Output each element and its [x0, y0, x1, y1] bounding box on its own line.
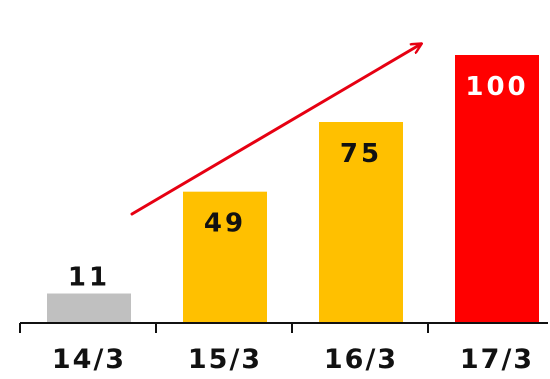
x-axis-ticks	[19, 323, 429, 333]
x-axis-label-15-3: 15/3	[188, 344, 262, 374]
bar-15-3	[183, 191, 267, 323]
data-label-15-3: 49	[204, 209, 246, 239]
x-axis-label-17-3: 17/3	[460, 344, 534, 374]
bar-16-3	[319, 122, 403, 323]
data-label-14-3: 11	[68, 263, 110, 293]
bar-17-3	[455, 55, 539, 323]
x-axis-label-16-3: 16/3	[324, 344, 398, 374]
data-labels-layer: 11 49 75 100	[68, 72, 528, 293]
x-axis-tick-labels: 14/3 15/3 16/3 17/3	[52, 344, 534, 375]
x-axis-label-14-3: 14/3	[52, 344, 126, 374]
data-label-16-3: 75	[340, 139, 382, 169]
bar-14-3	[47, 293, 131, 323]
data-label-17-3: 100	[465, 72, 528, 102]
bars-layer	[47, 55, 539, 323]
trend-arrow	[130, 44, 421, 216]
cropped-title-text: ■■■■■	[34, 0, 304, 8]
